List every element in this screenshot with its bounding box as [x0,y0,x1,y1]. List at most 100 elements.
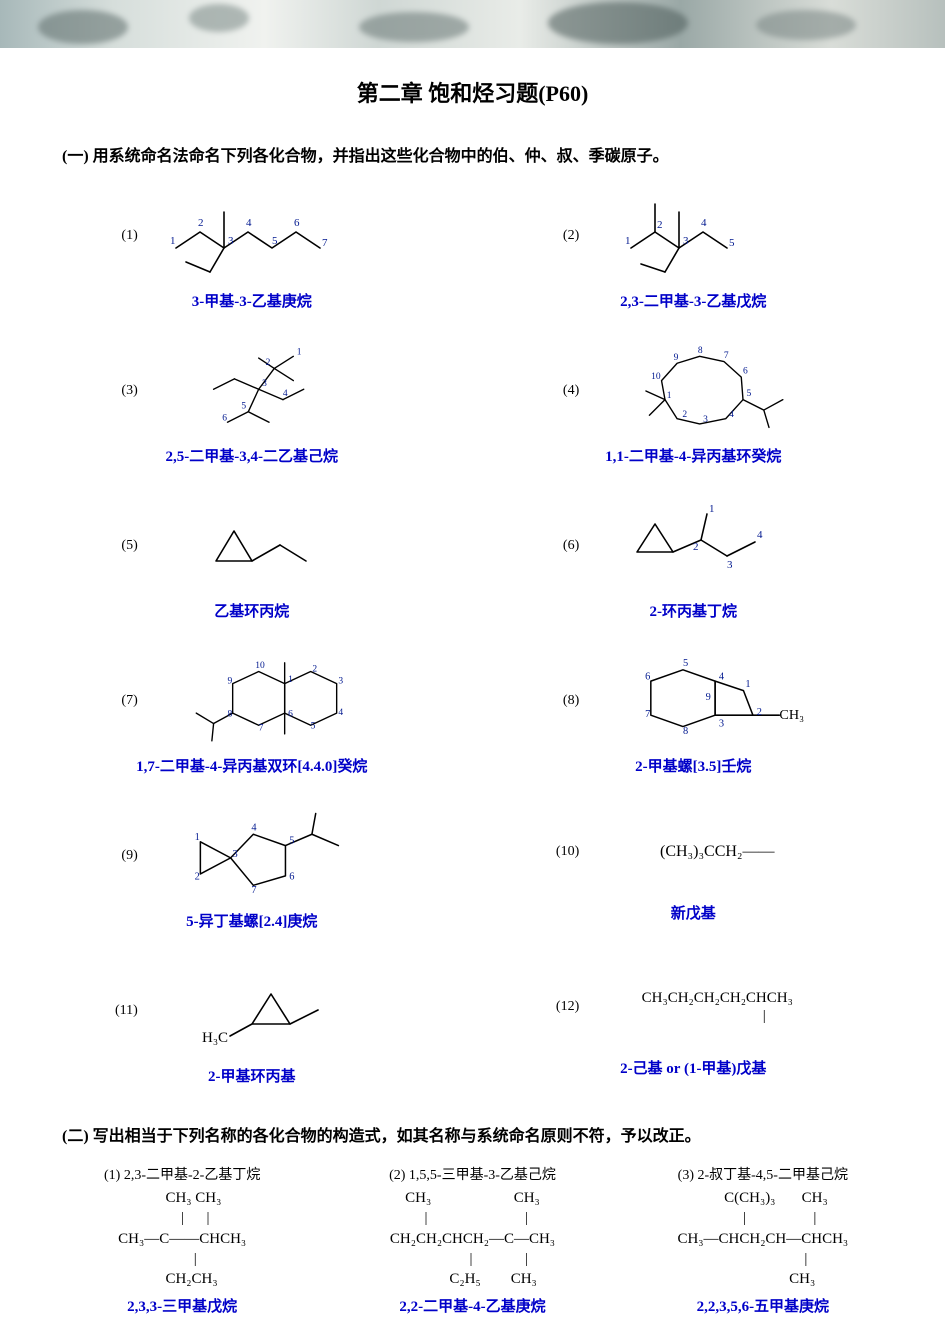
sec2-item-2: (2) 1,5,5-三甲基-3-乙基己烷 CH₃ CH₃ | | CH₂CH₂C… [336,1164,608,1316]
svg-text:3: 3 [719,719,724,730]
item-3: (3) 1 2 3 4 5 [36,339,468,466]
section-2-heading: (二) 写出相当于下列名称的各化合物的构造式，如其名称与系统命名原则不符，予以改… [62,1122,945,1146]
item-index: (11) [108,1003,138,1019]
svg-text:1: 1 [667,391,672,401]
svg-text:1: 1 [170,235,176,247]
structure-diagram: 1 2 3 4 5 [597,184,837,288]
item-answer: 2-环丙基丁烷 [650,600,738,621]
sec2-idx: (2) [389,1168,405,1183]
item-index: (9) [108,848,138,864]
svg-text:4: 4 [283,389,288,399]
item-index: (3) [108,383,138,399]
item-answer: 1,1-二甲基-4-异丙基环癸烷 [605,445,781,466]
sec2-answer: 2,3,3-三甲基戊烷 [127,1295,237,1316]
svg-text:5: 5 [683,658,688,669]
item-2: (2) 1 2 3 4 5 2,3-二甲基-3-乙基戊烷 [478,184,910,311]
item-index: (12) [549,999,579,1015]
item-10: (10) (CH₃)₃CCH₂—— 新戊基 [478,804,910,931]
structure-diagram: 1 2 3 4 5 6 7 [156,184,396,288]
svg-text:2: 2 [312,665,317,675]
structure-diagram: 1 2 3 4 [597,494,837,598]
svg-text:4: 4 [729,410,734,420]
section-2-body: (1) 2,3-二甲基-2-乙基丁烷 CH₃ CH₃ | | CH₃—C——CH… [0,1164,945,1344]
svg-text:3: 3 [338,677,343,687]
sec2-idx: (3) [678,1168,694,1183]
svg-text:3: 3 [228,235,234,247]
svg-text:4: 4 [246,217,252,229]
page-title: 第二章 饱和烃习题(P60) [0,76,945,108]
svg-text:6: 6 [222,413,227,423]
svg-text:1: 1 [746,679,751,690]
sec2-q: 2-叔丁基-4,5-二甲基己烷 [697,1168,848,1183]
item-7: (7) 1 2 3 4 5 6 7 8 9 [36,649,468,776]
item-answer: 2,5-二甲基-3,4-二乙基己烷 [166,445,339,466]
svg-text:8: 8 [683,726,688,737]
item-6: (6) 1 2 3 4 2-环丙基丁烷 [478,494,910,621]
svg-text:5: 5 [241,401,246,411]
item-4: (4) 1 2 3 4 5 6 7 8 9 10 [478,339,910,466]
svg-text:5: 5 [289,836,294,847]
svg-text:7: 7 [645,709,650,720]
item-answer: 2-甲基螺[3.5]壬烷 [635,755,751,776]
svg-text:10: 10 [651,372,661,382]
svg-text:5: 5 [747,389,752,399]
svg-text:9: 9 [706,692,711,703]
svg-text:7: 7 [322,237,328,249]
svg-text:2: 2 [657,219,663,231]
svg-text:3: 3 [232,849,237,860]
item-11: (11) H₃C 2-甲基环丙基 [36,959,468,1086]
svg-text:2: 2 [265,358,270,368]
item-9: (9) 1 2 3 4 5 6 7 5-异丁基螺[2.4]庚烷 [36,804,468,931]
svg-text:9: 9 [674,353,679,363]
svg-text:10: 10 [255,661,265,671]
sec2-struct: CH₃ CH₃ | | CH₃—C——CHCH₃ | CH₂CH₃ [118,1188,246,1289]
sec2-answer: 2,2,3,5,6-五甲基庚烷 [697,1295,830,1316]
svg-text:1: 1 [288,675,293,685]
item-12: (12) CH₃CH₂CH₂CH₂CHCH₃ | 2-己基 or (1-甲基)戊… [478,959,910,1086]
bond-down: | [597,1007,837,1025]
item-answer: 乙基环丙烷 [214,600,289,621]
svg-text:3: 3 [727,559,733,571]
structure-diagram [156,494,396,598]
svg-text:1: 1 [297,348,302,358]
sec2-item-1: (1) 2,3-二甲基-2-乙基丁烷 CH₃ CH₃ | | CH₃—C——CH… [46,1164,318,1316]
item-index: (10) [549,844,579,860]
ch3-label: CH₃ [780,707,805,723]
svg-text:3: 3 [703,415,708,425]
svg-text:3: 3 [683,235,689,247]
item-index: (6) [549,538,579,554]
svg-text:7: 7 [251,885,256,896]
structure-diagram: CH₃ 1 2 3 4 5 6 7 8 9 [597,649,837,753]
item-index: (5) [108,538,138,554]
sec2-item-3: (3) 2-叔丁基-4,5-二甲基己烷 C(CH₃)₃ CH₃ | | CH₃—… [627,1164,899,1316]
svg-text:6: 6 [289,872,294,883]
svg-text:6: 6 [645,671,650,682]
svg-text:5: 5 [272,235,278,247]
item-answer: 1,7-二甲基-4-异丙基双环[4.4.0]癸烷 [136,755,367,776]
sec2-q: 1,5,5-三甲基-3-乙基己烷 [409,1168,556,1183]
formula-block: CH₃CH₂CH₂CH₂CHCH₃ | [597,989,837,1025]
svg-text:4: 4 [701,217,707,229]
svg-text:4: 4 [338,708,343,718]
item-8: (8) CH₃ 1 2 3 4 5 6 7 8 9 2-甲基螺[3.5] [478,649,910,776]
item-index: (4) [549,383,579,399]
header-banner [0,0,945,48]
item-1: (1) 1 2 3 4 5 6 7 3-甲基-3-乙基庚烷 [36,184,468,311]
svg-text:8: 8 [227,710,232,720]
item-index: (7) [108,693,138,709]
svg-text:4: 4 [251,822,257,833]
item-answer: 2,3-二甲基-3-乙基戊烷 [620,290,766,311]
svg-text:4: 4 [719,671,725,682]
svg-text:8: 8 [698,346,703,356]
svg-text:5: 5 [310,722,315,732]
structure-diagram: 1 2 3 4 5 6 7 8 9 10 [156,649,396,753]
svg-text:4: 4 [757,529,763,541]
svg-text:2: 2 [198,217,204,229]
svg-text:6: 6 [294,217,300,229]
item-index: (2) [549,228,579,244]
sec2-q: 2,3-二甲基-2-乙基丁烷 [124,1168,261,1183]
item-answer: 5-异丁基螺[2.4]庚烷 [186,910,317,931]
item-5: (5) 乙基环丙烷 [36,494,468,621]
page: 第二章 饱和烃习题(P60) (一) 用系统命名法命名下列各化合物，并指出这些化… [0,0,945,1344]
svg-text:2: 2 [194,872,199,883]
